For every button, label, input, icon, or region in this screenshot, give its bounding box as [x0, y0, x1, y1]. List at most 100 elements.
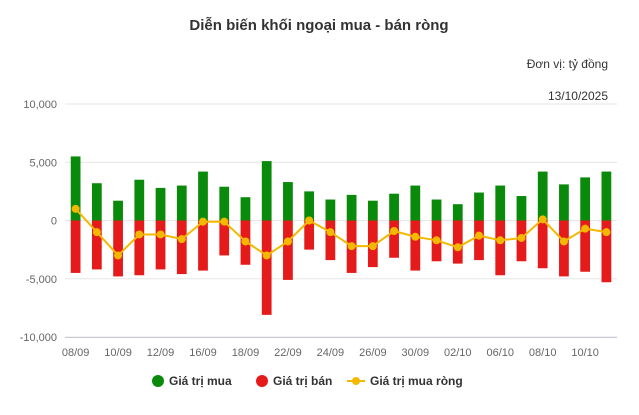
bar — [261, 220, 272, 315]
line-point — [114, 251, 123, 260]
bars — [70, 156, 612, 315]
bar — [452, 204, 463, 221]
bar — [452, 220, 463, 264]
line-point — [390, 226, 399, 235]
bar — [176, 185, 187, 221]
unit-label: Đơn vị: tỷ đồng — [527, 57, 608, 71]
grid — [65, 103, 617, 338]
line-point — [368, 242, 377, 251]
line-point — [199, 217, 207, 226]
bar — [495, 185, 506, 221]
x-tick-label: 30/09 — [402, 347, 430, 359]
y-tick-label: -5,000 — [26, 274, 57, 286]
y-tick-label: 0 — [51, 216, 57, 228]
line-point — [347, 242, 356, 251]
x-tick-label: 22/09 — [274, 347, 302, 359]
line-point — [581, 224, 590, 233]
bar — [219, 220, 230, 256]
bar — [70, 220, 81, 273]
line-point — [262, 251, 271, 260]
y-tick-label: 5,000 — [29, 157, 57, 169]
bar — [601, 171, 612, 221]
bar — [91, 183, 102, 221]
bar — [91, 220, 102, 270]
bar — [325, 199, 336, 221]
legend-dot-symbol — [152, 375, 164, 387]
x-tick-label: 08/10 — [529, 347, 557, 359]
bar — [495, 220, 506, 276]
line-point — [475, 231, 483, 240]
bar — [219, 186, 230, 221]
line-point — [326, 228, 335, 237]
line-point — [156, 230, 165, 239]
line-point — [71, 204, 80, 213]
line-point — [411, 232, 420, 241]
x-tick-label: 06/10 — [486, 347, 514, 359]
bar — [261, 161, 272, 221]
line-point — [559, 237, 568, 246]
line-point — [538, 215, 547, 224]
bar — [537, 220, 548, 269]
line-point — [241, 237, 250, 246]
x-tick-label: 24/09 — [317, 347, 345, 359]
legend-dot-symbol — [256, 375, 268, 387]
y-tick-label: 10,000 — [23, 99, 57, 111]
y-tick-label: -10,000 — [20, 332, 57, 344]
line-point — [432, 236, 441, 245]
bar — [134, 220, 145, 276]
bar — [304, 220, 315, 250]
bar — [155, 220, 166, 270]
line-point — [453, 243, 462, 252]
line-point — [602, 228, 611, 237]
y-axis: 10,000 5,000 0 -5,000 -10,000 — [20, 99, 57, 344]
net-line-path — [74, 208, 607, 257]
bar — [580, 220, 591, 272]
bar — [559, 220, 569, 277]
line-point — [177, 235, 186, 244]
line-point — [496, 236, 505, 245]
bar — [134, 179, 145, 221]
bar — [155, 187, 166, 221]
bar — [113, 200, 123, 221]
line-point — [517, 233, 526, 242]
bar — [198, 220, 208, 271]
line-point — [220, 217, 229, 226]
bar — [113, 220, 123, 277]
line-point — [283, 237, 292, 246]
bar — [431, 199, 442, 221]
bar — [601, 220, 612, 283]
legend: Giá trị mua Giá trị bán Giá trị mua ròng — [152, 374, 463, 388]
bar — [198, 171, 208, 221]
bar — [367, 200, 378, 221]
bar — [537, 171, 548, 221]
bar — [559, 184, 569, 221]
legend-label: Giá trị mua ròng — [370, 374, 463, 388]
legend-label: Giá trị bán — [273, 374, 332, 388]
x-tick-label: 02/10 — [444, 347, 472, 359]
bar — [283, 182, 293, 221]
bar — [304, 191, 315, 221]
x-tick-label: 10/10 — [571, 347, 599, 359]
bar — [474, 220, 484, 261]
bar — [176, 220, 187, 275]
bar — [516, 196, 527, 221]
x-tick-label: 16/09 — [189, 347, 217, 359]
bar — [410, 220, 421, 271]
bar — [389, 193, 399, 221]
bar — [346, 194, 357, 221]
x-tick-label: 10/09 — [104, 347, 132, 359]
x-tick-label: 08/09 — [62, 347, 90, 359]
line-point — [305, 216, 314, 225]
line-point — [92, 228, 101, 237]
legend-dot-symbol — [352, 377, 360, 385]
x-tick-label: 18/09 — [232, 347, 260, 359]
bar — [580, 177, 591, 221]
bar — [410, 185, 421, 221]
bar — [283, 220, 293, 280]
bar — [240, 197, 251, 221]
net-line — [71, 204, 611, 260]
bar — [474, 192, 484, 221]
line-point — [135, 230, 144, 239]
